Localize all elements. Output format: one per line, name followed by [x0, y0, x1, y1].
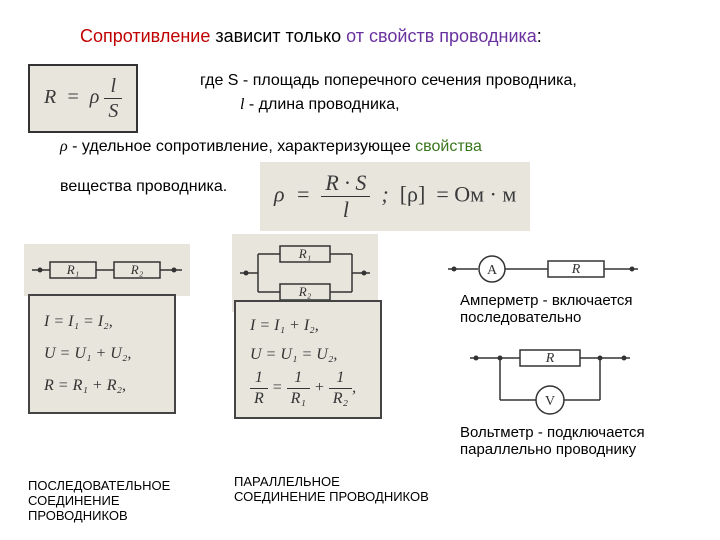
- def-rho-green: свойства: [415, 138, 482, 155]
- formula-r-den: S: [104, 98, 122, 121]
- svg-text:R₂: R₂: [298, 284, 312, 299]
- title-colon: :: [537, 26, 542, 46]
- formula-r-frac: l S: [104, 76, 122, 121]
- rho-frac: R · S l: [321, 172, 370, 221]
- def-l: l - длина проводника,: [240, 96, 400, 114]
- ammeter-circuit: A R: [448, 254, 638, 284]
- series-caption: ПОСЛЕДОВАТЕЛЬНОЕ СОЕДИНЕНИЕ ПРОВОДНИКОВ: [28, 478, 218, 523]
- formula-r-eq: =: [66, 86, 80, 108]
- formula-r-rho: ρ: [90, 86, 100, 108]
- parallel-equations: I = I₁ + I₂, U = U₁ = U₂, 1R = 1R₁ + 1R₂…: [234, 300, 382, 419]
- rho-eq: =: [296, 182, 311, 207]
- parallel-R: 1R = 1R₁ + 1R₂,: [250, 370, 366, 407]
- title-mid: зависит только: [210, 26, 346, 46]
- rho-den: l: [321, 196, 370, 221]
- series-equations: I = I₁ = I₂, U = U₁ + U₂, R = R₁ + R₂,: [28, 294, 176, 414]
- formula-r-num: l: [104, 76, 122, 98]
- voltmeter-circuit: R V: [470, 344, 630, 416]
- rho-unit-lhs: [ρ]: [400, 182, 426, 207]
- def-l-text: - длина проводника,: [244, 96, 399, 113]
- title-red: Сопротивление: [80, 26, 210, 46]
- def-rho: ρ - удельное сопротивление, характеризую…: [60, 138, 482, 156]
- title-purple: от свойств проводника: [346, 26, 537, 46]
- def-s: где S - площадь поперечного сечения пров…: [200, 72, 577, 90]
- parallel-U: U = U₁ = U₂,: [250, 341, 366, 370]
- svg-text:V: V: [545, 394, 555, 409]
- rho-lhs: ρ: [274, 182, 285, 207]
- formula-r-lhs: R: [44, 86, 56, 108]
- series-U: U = U₁ + U₂,: [44, 338, 160, 370]
- series-I: I = I₁ = I₂,: [44, 306, 160, 338]
- formula-r-box: R = ρ l S: [28, 64, 138, 133]
- def-substance: вещества проводника.: [60, 178, 227, 196]
- rho-unit-rhs: = Ом · м: [436, 182, 516, 207]
- series-caption-text: ПОСЛЕДОВАТЕЛЬНОЕ СОЕДИНЕНИЕ ПРОВОДНИКОВ: [28, 478, 170, 523]
- svg-text:R: R: [545, 351, 555, 366]
- series-circuit: R₁ R₂: [24, 244, 190, 296]
- svg-text:R₂: R₂: [130, 262, 144, 277]
- ammeter-line2: последовательно: [460, 309, 633, 326]
- formula-rho-box: ρ = R · S l ; [ρ] = Ом · м: [260, 162, 530, 231]
- ammeter-caption: Амперметр - включается последовательно: [460, 292, 633, 326]
- svg-text:R₁: R₁: [298, 246, 311, 261]
- def-rho-text: - удельное сопротивление, характеризующе…: [68, 138, 415, 155]
- def-rho-sym: ρ: [60, 138, 68, 155]
- voltmeter-line1: Вольтметр - подключается: [460, 424, 645, 441]
- voltmeter-line2: параллельно проводнику: [460, 441, 645, 458]
- svg-text:R: R: [571, 262, 581, 277]
- parallel-caption-text: ПАРАЛЛЕЛЬНОЕ СОЕДИНЕНИЕ ПРОВОДНИКОВ: [234, 474, 429, 504]
- svg-text:A: A: [487, 263, 498, 278]
- voltmeter-caption: Вольтметр - подключается параллельно про…: [460, 424, 645, 458]
- parallel-I: I = I₁ + I₂,: [250, 312, 366, 341]
- svg-text:R₁: R₁: [66, 262, 79, 277]
- rho-num: R · S: [321, 172, 370, 196]
- ammeter-line1: Амперметр - включается: [460, 292, 633, 309]
- parallel-caption: ПАРАЛЛЕЛЬНОЕ СОЕДИНЕНИЕ ПРОВОДНИКОВ: [234, 474, 434, 504]
- series-R: R = R₁ + R₂,: [44, 370, 160, 402]
- page-title: Сопротивление зависит только от свойств …: [80, 26, 542, 47]
